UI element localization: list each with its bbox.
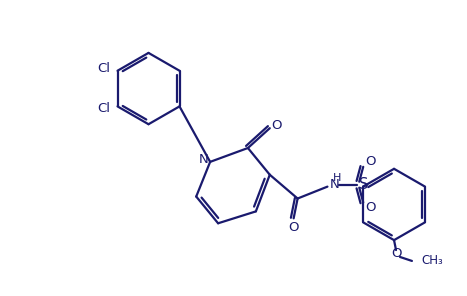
Text: N: N xyxy=(329,178,339,191)
Text: O: O xyxy=(365,155,375,168)
Text: H: H xyxy=(333,173,341,183)
Text: Cl: Cl xyxy=(98,62,111,75)
Text: CH₃: CH₃ xyxy=(422,255,444,267)
Text: O: O xyxy=(289,221,299,234)
Text: O: O xyxy=(391,247,401,260)
Text: S: S xyxy=(359,177,368,192)
Text: N: N xyxy=(198,153,208,166)
Text: O: O xyxy=(365,201,375,214)
Text: O: O xyxy=(271,119,282,132)
Text: Cl: Cl xyxy=(98,102,111,115)
